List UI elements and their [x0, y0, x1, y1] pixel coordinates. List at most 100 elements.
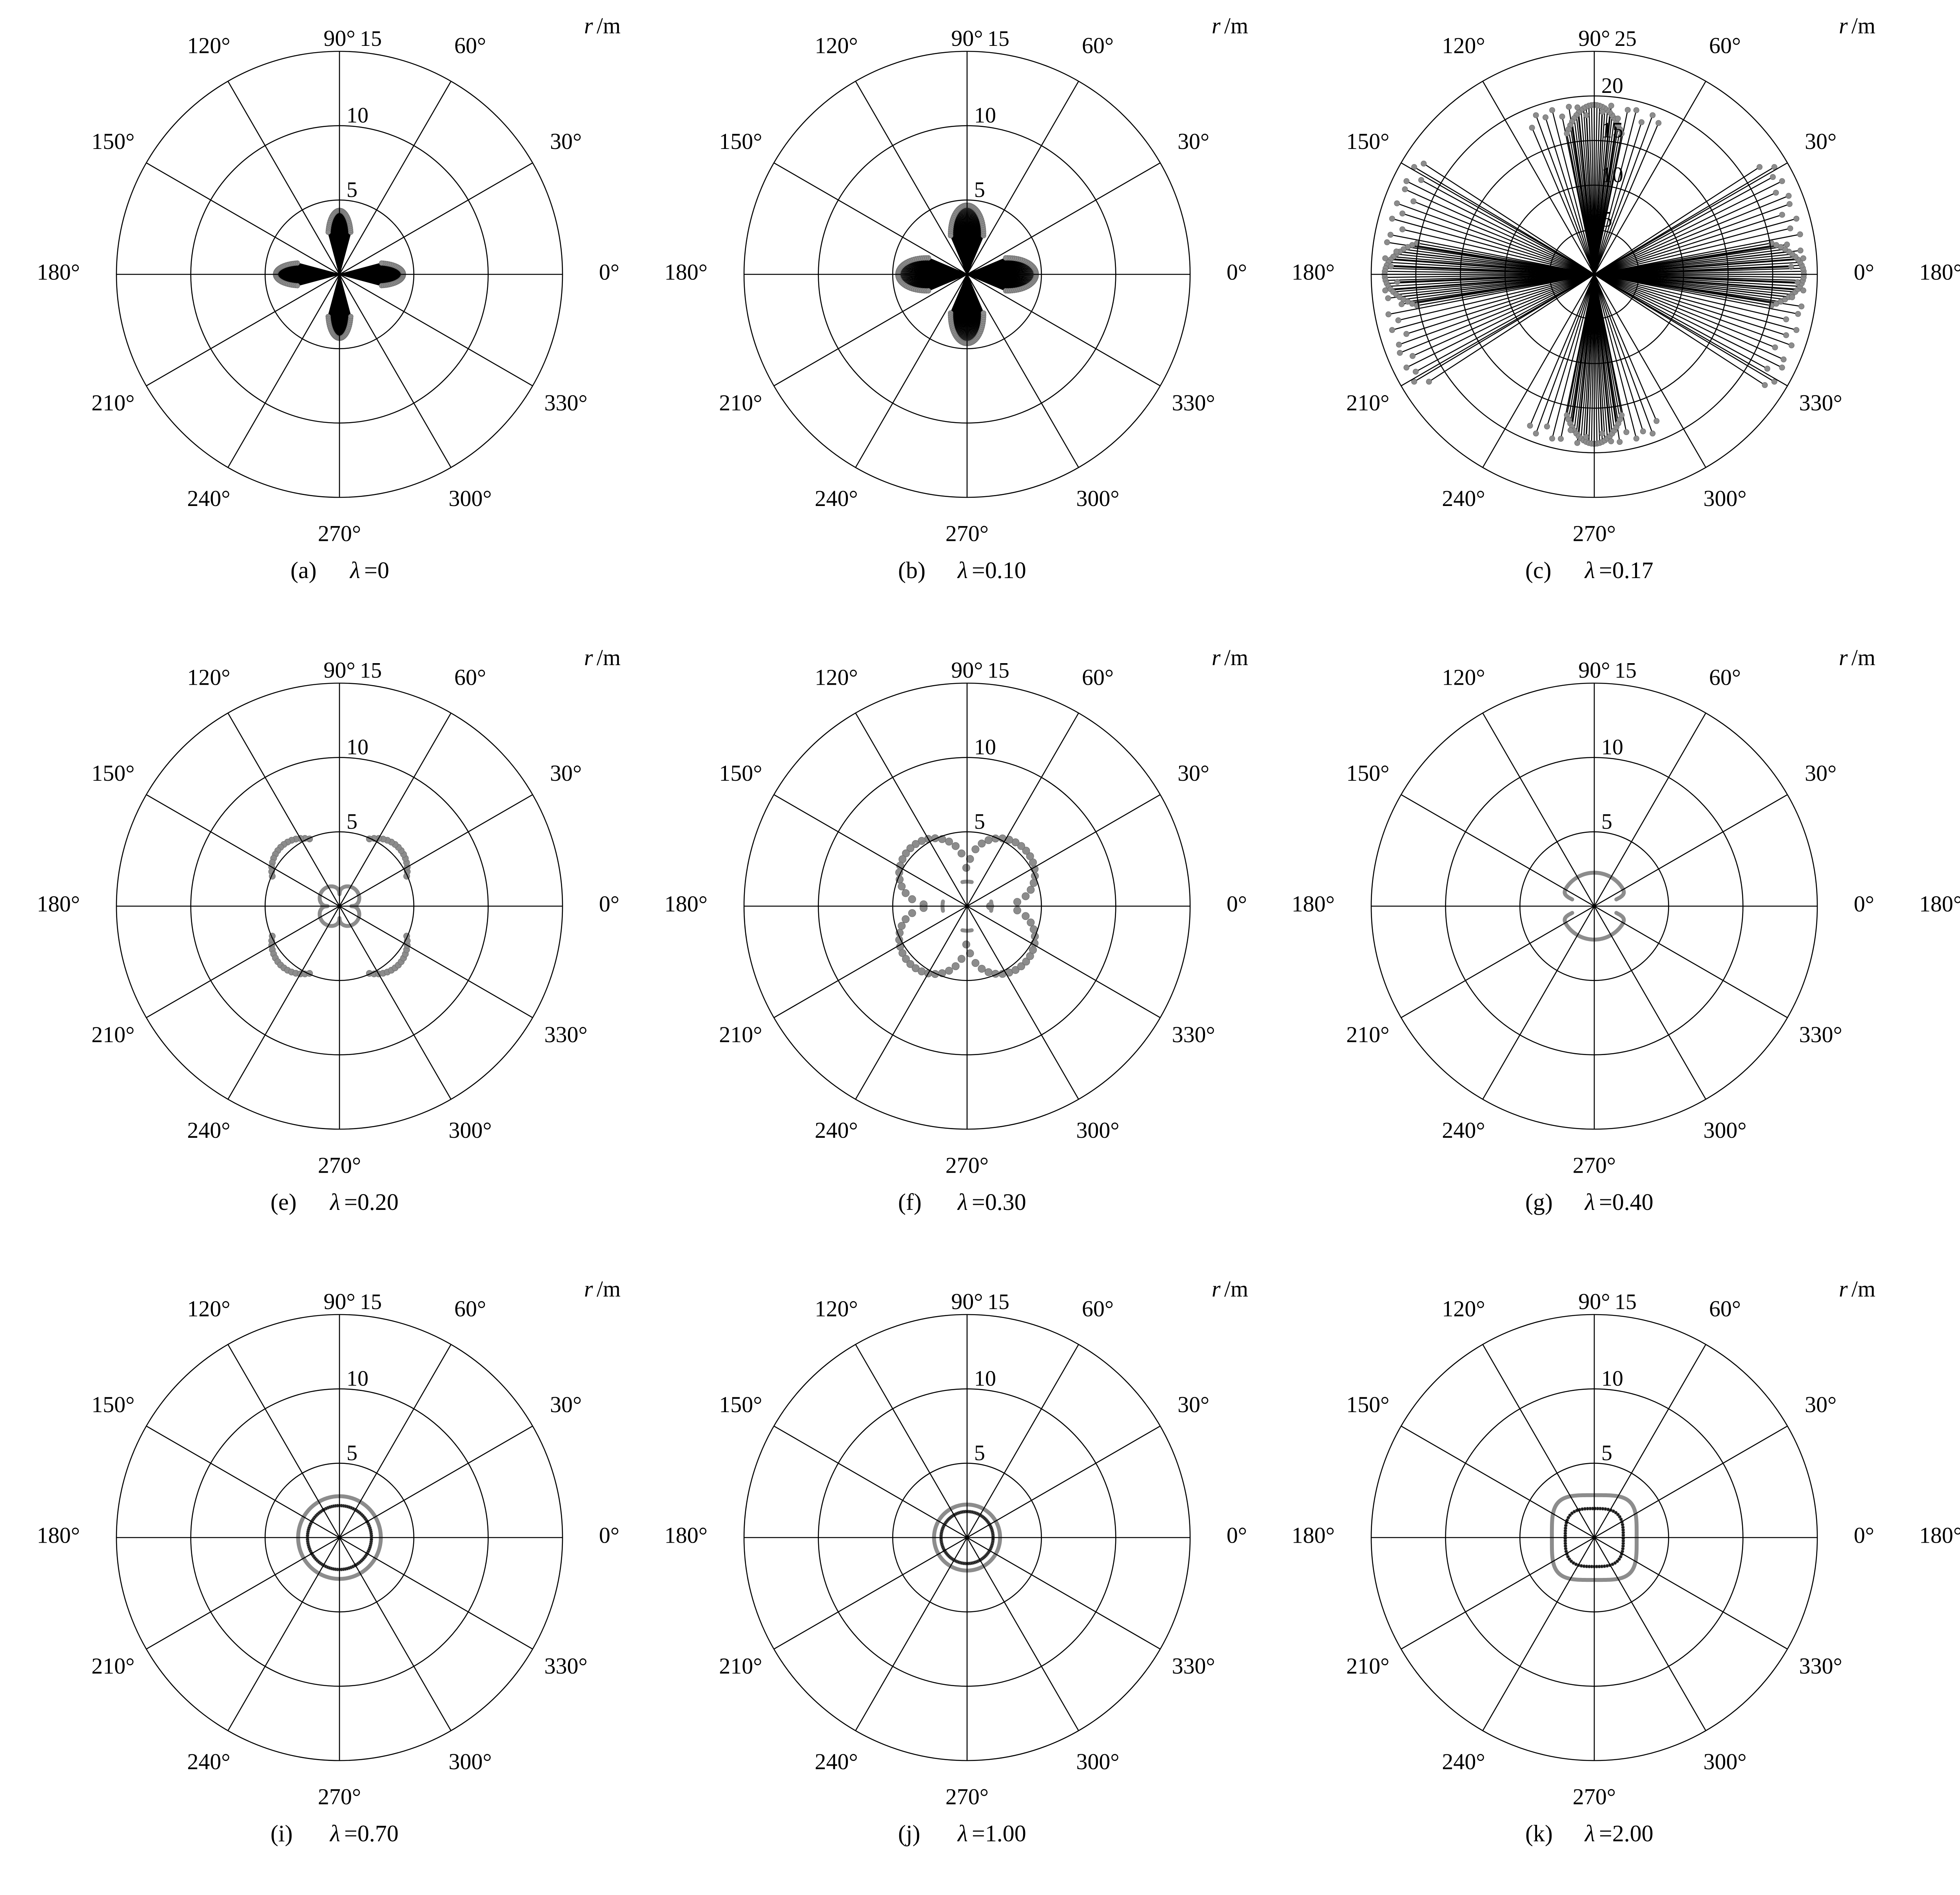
svg-text:λ: λ — [329, 1189, 340, 1215]
svg-text:=0.20: =0.20 — [344, 1189, 399, 1215]
svg-text:5: 5 — [347, 809, 358, 834]
svg-text:150°: 150° — [91, 129, 134, 154]
svg-text:330°: 330° — [1172, 1021, 1215, 1047]
svg-text:=0: =0 — [364, 557, 389, 583]
svg-text:120°: 120° — [815, 33, 858, 58]
svg-text:150°: 150° — [91, 1392, 134, 1417]
svg-text:270°: 270° — [945, 1784, 988, 1810]
svg-text:180°: 180° — [664, 891, 707, 916]
svg-text:240°: 240° — [187, 1117, 230, 1143]
svg-text:30°: 30° — [1805, 760, 1837, 785]
svg-text:5: 5 — [347, 178, 358, 202]
svg-text:300°: 300° — [1703, 1117, 1746, 1143]
svg-text:120°: 120° — [815, 664, 858, 690]
svg-text:λ: λ — [329, 1821, 340, 1846]
svg-text:0°: 0° — [599, 891, 619, 916]
svg-text:150°: 150° — [1346, 1392, 1389, 1417]
svg-text:r: r — [1211, 13, 1220, 38]
svg-text:λ: λ — [956, 1821, 967, 1846]
svg-text:90°: 90° — [1578, 25, 1610, 51]
svg-text:(i): (i) — [270, 1821, 293, 1846]
svg-text:25: 25 — [1615, 27, 1637, 51]
svg-text:330°: 330° — [544, 390, 588, 415]
svg-text:300°: 300° — [1703, 1749, 1746, 1774]
svg-text:15: 15 — [360, 658, 382, 683]
svg-text:180°: 180° — [37, 259, 80, 285]
svg-text:/m: /m — [1851, 13, 1875, 38]
svg-text:0°: 0° — [599, 259, 619, 285]
svg-text:30°: 30° — [1805, 129, 1837, 154]
svg-text:120°: 120° — [1442, 664, 1485, 690]
svg-text:300°: 300° — [1076, 1117, 1119, 1143]
svg-text:300°: 300° — [448, 1117, 492, 1143]
svg-text:=0.70: =0.70 — [344, 1821, 399, 1846]
svg-text:/m: /m — [1224, 1276, 1248, 1302]
svg-text:330°: 330° — [1172, 1653, 1215, 1679]
svg-text:(e): (e) — [270, 1189, 297, 1215]
svg-text:15: 15 — [987, 658, 1009, 683]
svg-text:0°: 0° — [599, 1523, 619, 1548]
svg-text:90°: 90° — [1578, 657, 1610, 683]
svg-text:180°: 180° — [1919, 259, 1960, 285]
svg-text:(j): (j) — [898, 1821, 920, 1846]
svg-text:90°: 90° — [323, 657, 355, 683]
svg-text:330°: 330° — [1799, 1021, 1842, 1047]
svg-text:r: r — [1839, 13, 1848, 38]
svg-text:240°: 240° — [187, 1749, 230, 1774]
svg-text:120°: 120° — [1442, 1296, 1485, 1322]
svg-text:60°: 60° — [1709, 1296, 1741, 1322]
svg-text:90°: 90° — [951, 1289, 983, 1314]
svg-text:30°: 30° — [550, 129, 582, 154]
svg-text:180°: 180° — [37, 891, 80, 916]
svg-text:λ: λ — [1584, 1189, 1595, 1215]
svg-text:10: 10 — [974, 735, 996, 759]
svg-text:r: r — [584, 1276, 593, 1302]
svg-text:0°: 0° — [1854, 1523, 1874, 1548]
svg-text:210°: 210° — [91, 390, 134, 415]
svg-text:r: r — [1211, 645, 1220, 670]
svg-text:240°: 240° — [1442, 486, 1485, 511]
svg-text:/m: /m — [1224, 13, 1248, 38]
svg-text:(c): (c) — [1525, 557, 1552, 583]
svg-text:180°: 180° — [1919, 1523, 1960, 1548]
svg-text:210°: 210° — [719, 390, 762, 415]
svg-text:90°: 90° — [1578, 1289, 1610, 1314]
svg-text:=2.00: =2.00 — [1599, 1821, 1653, 1846]
svg-text:(f): (f) — [898, 1189, 922, 1215]
svg-text:=0.10: =0.10 — [971, 557, 1026, 583]
svg-text:0°: 0° — [1226, 1523, 1247, 1548]
svg-text:30°: 30° — [550, 1392, 582, 1417]
svg-text:(a): (a) — [290, 557, 317, 583]
svg-text:λ: λ — [956, 1189, 967, 1215]
svg-text:r: r — [1211, 1276, 1220, 1302]
svg-text:(g): (g) — [1525, 1189, 1553, 1215]
svg-text:30°: 30° — [1178, 129, 1209, 154]
svg-text:15: 15 — [987, 27, 1009, 51]
svg-text:(b): (b) — [898, 557, 926, 583]
svg-text:120°: 120° — [187, 664, 230, 690]
svg-text:10: 10 — [1601, 163, 1623, 187]
svg-text:=0.40: =0.40 — [1599, 1189, 1653, 1215]
svg-text:270°: 270° — [945, 520, 988, 546]
svg-text:150°: 150° — [719, 1392, 762, 1417]
svg-text:15: 15 — [1601, 118, 1623, 143]
svg-text:/m: /m — [1851, 645, 1875, 670]
svg-text:5: 5 — [1601, 1441, 1612, 1465]
svg-text:0°: 0° — [1226, 259, 1247, 285]
svg-text:150°: 150° — [1346, 760, 1389, 785]
svg-text:20: 20 — [1601, 74, 1623, 98]
svg-text:30°: 30° — [550, 760, 582, 785]
svg-text:240°: 240° — [815, 1749, 858, 1774]
svg-text:60°: 60° — [1709, 664, 1741, 690]
svg-text:r: r — [584, 645, 593, 670]
svg-text:330°: 330° — [1799, 390, 1842, 415]
svg-text:180°: 180° — [37, 1523, 80, 1548]
svg-text:90°: 90° — [323, 1289, 355, 1314]
svg-text:10: 10 — [347, 103, 368, 128]
svg-text:210°: 210° — [1346, 1653, 1389, 1679]
svg-text:r: r — [1839, 1276, 1848, 1302]
svg-text:/m: /m — [597, 645, 621, 670]
svg-text:=0.30: =0.30 — [971, 1189, 1026, 1215]
svg-text:60°: 60° — [1082, 33, 1113, 58]
svg-text:60°: 60° — [1082, 664, 1113, 690]
